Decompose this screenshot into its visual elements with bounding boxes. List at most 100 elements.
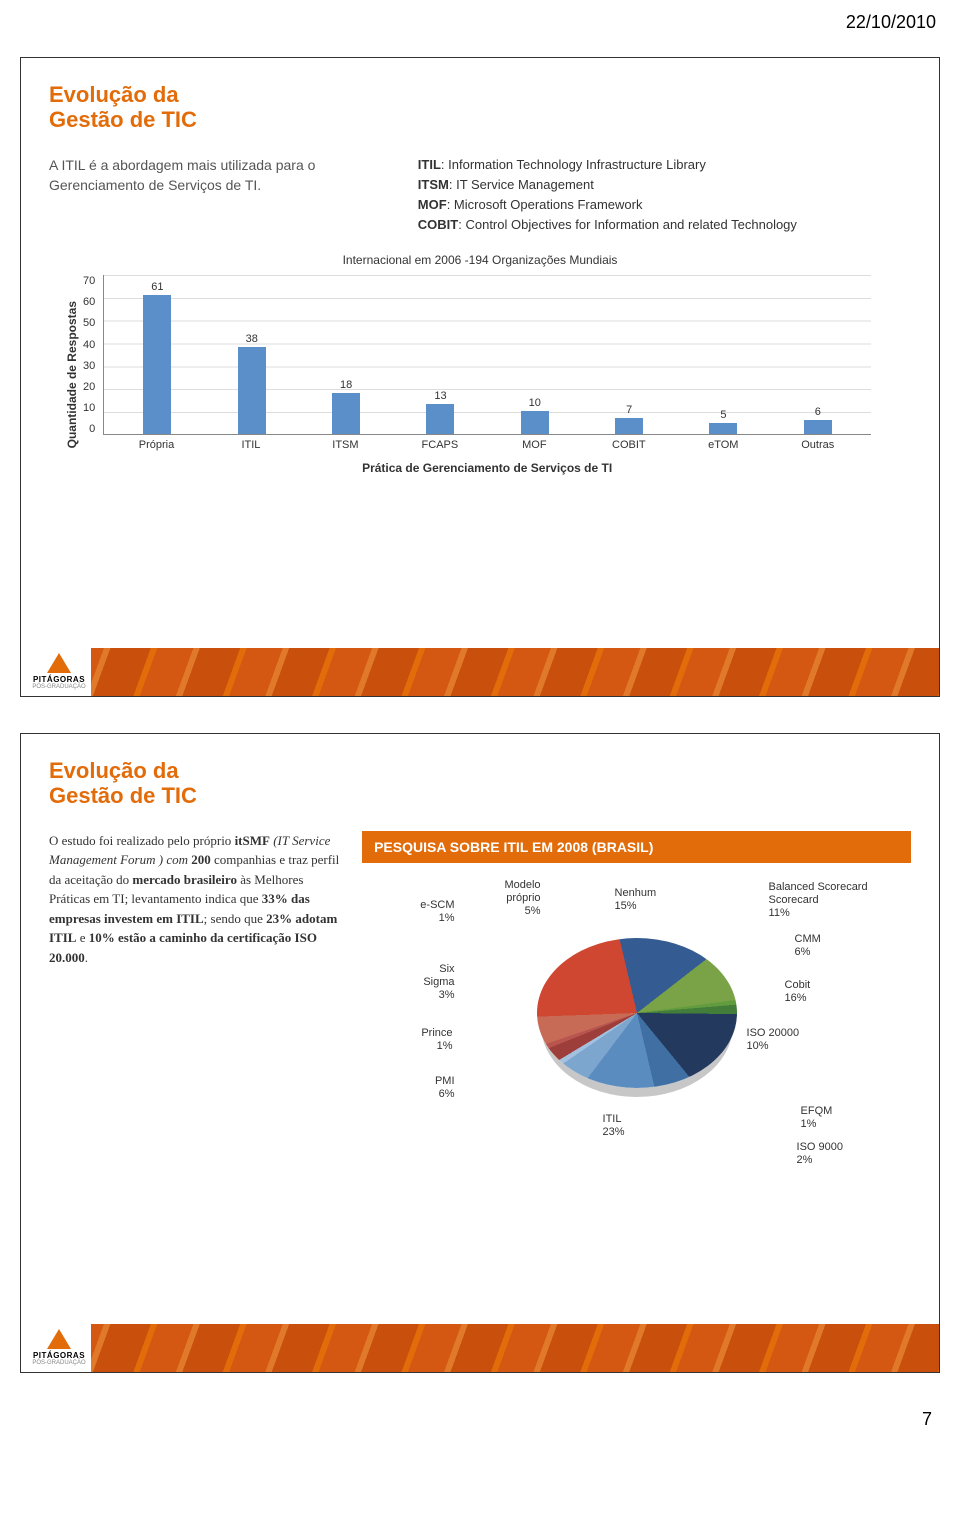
bar	[238, 347, 266, 434]
bar-ytick: 50	[83, 317, 95, 329]
bar-value-label: 38	[246, 333, 258, 345]
bar-value-label: 61	[151, 281, 163, 293]
bar-column: 7	[599, 404, 659, 434]
slide2-title: Evolução da Gestão de TIC	[49, 758, 911, 809]
slide1-lead-text: A ITIL é a abordagem mais utilizada para…	[49, 155, 394, 196]
bar-ytick: 20	[83, 381, 95, 393]
pie-chart: Nenhum15% ISO 2000010% EFQM1% ISO 90002%…	[397, 879, 877, 1179]
bar-xtick: Própria	[126, 439, 186, 451]
def-cobit: : Control Objectives for Information and…	[458, 217, 797, 232]
def-mof-term: MOF	[418, 197, 447, 212]
bar-value-label: 13	[434, 390, 446, 402]
s2-t-pre: O estudo foi realizado pelo próprio	[49, 833, 235, 848]
pl-bsc: Balanced ScorecardScorecard11%	[769, 881, 868, 921]
s2-dot: .	[85, 950, 88, 965]
bar-ytick: 10	[83, 402, 95, 414]
bar-chart: Quantidade de Respostas 706050403020100 …	[61, 275, 911, 475]
bar-ytick: 0	[83, 423, 95, 435]
bar-y-ticks: 70 60 50 40 30 20 10 0	[83, 275, 99, 435]
bar-column: 10	[505, 397, 565, 434]
pie-title: PESQUISA SOBRE ITIL EM 2008 (BRASIL)	[362, 831, 911, 863]
bar-value-label: 7	[626, 404, 632, 416]
bar-column: 6	[788, 406, 848, 434]
bar	[143, 295, 171, 434]
bar-xtick: FCAPS	[410, 439, 470, 451]
pl-iso9000: ISO 90002%	[797, 1141, 843, 1167]
bar	[804, 420, 832, 434]
bar-xtick: MOF	[504, 439, 564, 451]
pl-cmm: CMM6%	[795, 933, 821, 959]
def-itil: : Information Technology Infrastructure …	[441, 157, 706, 172]
pl-modelo: Modelopróprio5%	[457, 879, 541, 919]
bar-x-label: Prática de Gerenciamento de Serviços de …	[103, 461, 871, 475]
pl-escm: e-SCM1%	[405, 899, 455, 925]
footer-logo: PITÁGORAS PÓS-GRADUAÇÃO	[31, 653, 87, 690]
triangle-icon	[47, 653, 71, 673]
footer-band	[21, 648, 939, 696]
def-mof: : Microsoft Operations Framework	[447, 197, 643, 212]
bar-y-label: Quantidade de Respostas	[61, 301, 79, 448]
bar-ytick: 30	[83, 360, 95, 372]
bar	[426, 404, 454, 434]
s2-10: 10% estão a caminho da certificação ISO …	[49, 930, 317, 965]
slide1-title-l1: Evolução da	[49, 82, 179, 107]
pie-disc	[537, 938, 737, 1088]
def-cobit-term: COBIT	[418, 217, 458, 232]
footer-band-2	[21, 1324, 939, 1372]
pl-prince: Prince1%	[403, 1027, 453, 1053]
pl-efqm: EFQM1%	[801, 1105, 833, 1131]
bar-value-label: 18	[340, 379, 352, 391]
bar-ytick: 40	[83, 339, 95, 351]
s2-t-mid4: e	[76, 930, 88, 945]
s2-brasil: mercado brasileiro	[132, 872, 237, 887]
pie-title-suf: RASIL)	[607, 839, 654, 855]
bar-plot-area: 61 38 18 13 10 7 5 6	[103, 275, 871, 435]
footer-logo-2: PITÁGORAS PÓS-GRADUAÇÃO	[31, 1329, 87, 1366]
logo-brand: PITÁGORAS	[31, 675, 87, 684]
bar-value-label: 5	[720, 409, 726, 421]
bar	[709, 423, 737, 434]
bar-column: 61	[127, 281, 187, 434]
bar-ytick: 70	[83, 275, 95, 287]
bar-x-ticks: PrópriaITILITSMFCAPSMOFCOBITeTOMOutras	[103, 435, 871, 451]
bar-xtick: ITIL	[221, 439, 281, 451]
slide1-title-l2: Gestão de TIC	[49, 107, 197, 132]
pl-sixsigma: SixSigma3%	[405, 963, 455, 1003]
bar-xtick: ITSM	[315, 439, 375, 451]
slide-2: Evolução da Gestão de TIC O estudo foi r…	[20, 733, 940, 1373]
bar-xtick: eTOM	[693, 439, 753, 451]
s2-200: 200	[191, 852, 211, 867]
bar-column: 13	[410, 390, 470, 434]
slide1-definitions: ITIL: Information Technology Infrastruct…	[418, 155, 911, 236]
def-itsm: : IT Service Management	[449, 177, 594, 192]
pl-cobit: Cobit16%	[785, 979, 811, 1005]
page-number: 7	[0, 1409, 960, 1446]
logo-sub: PÓS-GRADUAÇÃO	[31, 684, 87, 690]
s2-t-mid3: ; sendo que	[204, 911, 266, 926]
bar-chart-caption: Internacional em 2006 -194 Organizações …	[49, 253, 911, 267]
bar-value-label: 10	[529, 397, 541, 409]
def-itil-term: ITIL	[418, 157, 441, 172]
bar	[615, 418, 643, 434]
pl-nenhum: Nenhum15%	[615, 887, 657, 913]
pie-title-pre: PESQUISA SOBRE	[374, 839, 503, 855]
slide-1: Evolução da Gestão de TIC A ITIL é a abo…	[20, 57, 940, 697]
pl-iso20000: ISO 2000010%	[747, 1027, 800, 1053]
bar	[332, 393, 360, 434]
slide2-title-l1: Evolução da	[49, 758, 179, 783]
slide2-left-text: O estudo foi realizado pelo próprio itSM…	[49, 831, 342, 1179]
pl-pmi: PMI6%	[411, 1075, 455, 1101]
bar-column: 5	[693, 409, 753, 434]
logo-sub-2: PÓS-GRADUAÇÃO	[31, 1360, 87, 1366]
logo-brand-2: PITÁGORAS	[31, 1351, 87, 1360]
bar	[521, 411, 549, 434]
slide2-title-l2: Gestão de TIC	[49, 783, 197, 808]
bar-column: 38	[222, 333, 282, 434]
bar-xtick: Outras	[788, 439, 848, 451]
def-itsm-term: ITSM	[418, 177, 449, 192]
page-date: 22/10/2010	[0, 0, 960, 57]
slide1-lead: A ITIL é a abordagem mais utilizada para…	[49, 155, 394, 202]
s2-itsmf: itSMF	[235, 833, 270, 848]
bar-ytick: 60	[83, 296, 95, 308]
pl-itil: ITIL23%	[603, 1113, 625, 1139]
